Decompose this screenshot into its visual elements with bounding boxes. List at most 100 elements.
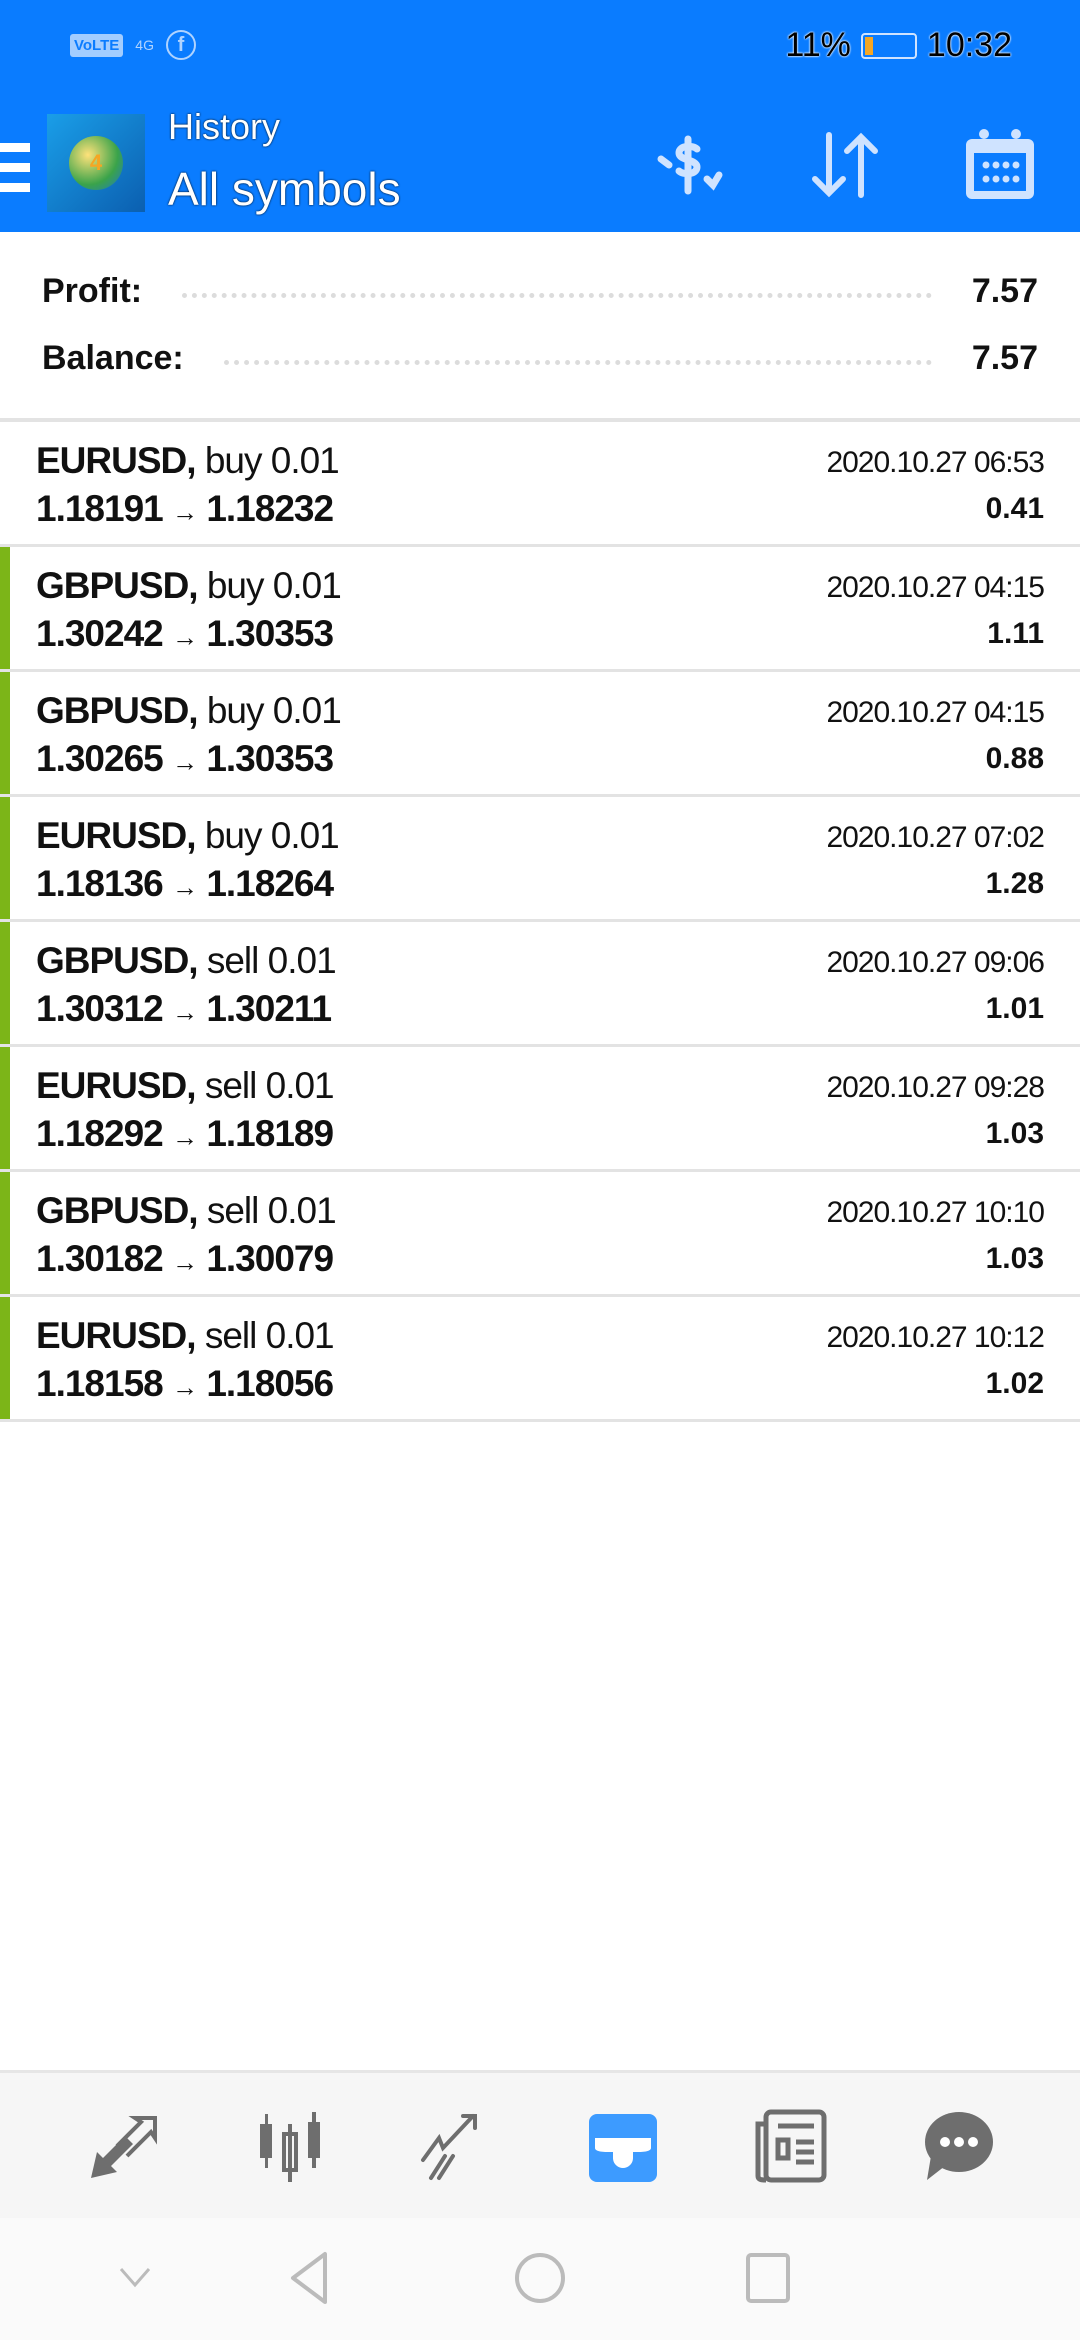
mt4-logo: 4 (47, 114, 145, 212)
deal-row[interactable]: GBPUSD, sell 0.01 1.30182 → 1.30079 2020… (0, 1172, 1080, 1297)
deal-time: 2020.10.27 04:15 (826, 571, 1045, 604)
deal-side: sell 0.01 (206, 940, 337, 981)
hide-nav-icon[interactable] (105, 2248, 165, 2308)
profit-label: Profit: (42, 272, 143, 310)
symbol-name: GBPUSD, (36, 940, 199, 981)
deal-profit: 1.01 (985, 992, 1044, 1025)
arrow-icon: → (172, 622, 198, 652)
deal-side: buy 0.01 (206, 565, 342, 606)
news-icon[interactable] (745, 2101, 835, 2191)
deal-profit: 1.11 (987, 617, 1044, 650)
app-header: VoLTE 4G f 11% 10:32 4 History All symbo… (0, 0, 1080, 232)
arrow-icon: → (172, 872, 198, 902)
deal-profit: 1.03 (985, 1117, 1044, 1150)
deal-profit: 1.02 (985, 1367, 1044, 1400)
history-icon[interactable] (578, 2101, 668, 2191)
deal-time: 2020.10.27 10:10 (826, 1196, 1045, 1229)
balance-value: 7.57 (971, 339, 1038, 377)
close-price: 1.30079 (206, 1238, 334, 1279)
arrow-icon: → (172, 997, 198, 1027)
deal-symbol: EURUSD, sell 0.01 (36, 1065, 335, 1107)
quotes-icon[interactable] (78, 2101, 168, 2191)
open-price: 1.18191 (36, 488, 164, 529)
deal-time: 2020.10.27 09:28 (826, 1071, 1045, 1104)
deal-symbol: EURUSD, buy 0.01 (36, 815, 340, 857)
battery-percent: 11% (785, 26, 851, 64)
deal-time: 2020.10.27 10:12 (826, 1321, 1045, 1354)
deal-row[interactable]: GBPUSD, buy 0.01 1.30265 → 1.30353 2020.… (0, 672, 1080, 797)
deal-row[interactable]: EURUSD, sell 0.01 1.18158 → 1.18056 2020… (0, 1297, 1080, 1422)
arrow-icon: → (172, 1372, 198, 1402)
deal-prices: 1.18158 → 1.18056 (36, 1363, 334, 1405)
deal-symbol: GBPUSD, sell 0.01 (36, 940, 337, 982)
recents-icon[interactable] (738, 2248, 798, 2308)
arrow-icon: → (172, 1247, 198, 1277)
deal-prices: 1.18136 → 1.18264 (36, 863, 334, 905)
deal-prices: 1.30312 → 1.30211 (36, 988, 332, 1030)
deal-symbol: GBPUSD, sell 0.01 (36, 1190, 337, 1232)
open-price: 1.30242 (36, 613, 164, 654)
deal-row[interactable]: GBPUSD, buy 0.01 1.30242 → 1.30353 2020.… (0, 547, 1080, 672)
close-price: 1.18056 (206, 1363, 334, 1404)
close-price: 1.18189 (206, 1113, 334, 1154)
symbol-name: GBPUSD, (36, 565, 199, 606)
currency-exchange-icon[interactable] (644, 120, 734, 210)
deal-side: buy 0.01 (206, 690, 342, 731)
deal-prices: 1.18191 → 1.18232 (36, 488, 334, 530)
deal-time: 2020.10.27 06:53 (826, 446, 1045, 479)
back-icon[interactable] (280, 2248, 340, 2308)
deal-symbol: GBPUSD, buy 0.01 (36, 565, 342, 607)
close-price: 1.30353 (206, 613, 334, 654)
deal-side: sell 0.01 (204, 1065, 335, 1106)
deal-profit: 1.28 (985, 867, 1044, 900)
summary-panel: Profit: 7.57 Balance: 7.57 (0, 232, 1080, 420)
signal-icon: 4G (135, 36, 154, 53)
home-icon[interactable] (510, 2248, 570, 2308)
sort-icon[interactable] (800, 120, 890, 210)
symbol-filter[interactable]: All symbols (168, 163, 401, 215)
symbol-name: EURUSD, (36, 440, 197, 481)
open-price: 1.18136 (36, 863, 164, 904)
volte-icon: VoLTE (70, 33, 124, 57)
battery-icon (860, 32, 917, 59)
close-price: 1.18232 (206, 488, 334, 529)
symbol-name: EURUSD, (36, 1315, 197, 1356)
deal-side: buy 0.01 (204, 815, 340, 856)
menu-icon[interactable] (0, 143, 30, 203)
arrow-icon: → (172, 497, 198, 527)
trade-icon[interactable] (412, 2101, 502, 2191)
deal-row[interactable]: EURUSD, buy 0.01 1.18136 → 1.18264 2020.… (0, 797, 1080, 922)
open-price: 1.30265 (36, 738, 164, 779)
divider (0, 418, 1080, 422)
deal-side: sell 0.01 (204, 1315, 335, 1356)
deal-profit: 0.88 (985, 742, 1044, 775)
page-title: History (168, 106, 281, 147)
deal-prices: 1.18292 → 1.18189 (36, 1113, 334, 1155)
dot-leader (182, 293, 932, 298)
deal-row[interactable]: EURUSD, sell 0.01 1.18292 → 1.18189 2020… (0, 1047, 1080, 1172)
deal-list: EURUSD, buy 0.01 1.18191 → 1.18232 2020.… (0, 422, 1080, 1422)
symbol-name: GBPUSD, (36, 1190, 199, 1231)
clock: 10:32 (926, 26, 1012, 64)
close-price: 1.18264 (206, 863, 334, 904)
chart-icon[interactable] (245, 2101, 335, 2191)
close-price: 1.30211 (206, 988, 332, 1029)
deal-profit: 1.03 (985, 1242, 1044, 1275)
open-price: 1.30182 (36, 1238, 164, 1279)
open-price: 1.18292 (36, 1113, 164, 1154)
deal-symbol: EURUSD, sell 0.01 (36, 1315, 335, 1357)
dot-leader (223, 360, 932, 365)
deal-time: 2020.10.27 09:06 (826, 946, 1045, 979)
deal-symbol: GBPUSD, buy 0.01 (36, 690, 342, 732)
symbol-name: EURUSD, (36, 815, 197, 856)
calendar-icon[interactable] (955, 120, 1045, 210)
deal-row[interactable]: EURUSD, buy 0.01 1.18191 → 1.18232 2020.… (0, 422, 1080, 547)
deal-row[interactable]: GBPUSD, sell 0.01 1.30312 → 1.30211 2020… (0, 922, 1080, 1047)
open-price: 1.30312 (36, 988, 164, 1029)
symbol-name: EURUSD, (36, 1065, 197, 1106)
deal-prices: 1.30182 → 1.30079 (36, 1238, 334, 1280)
arrow-icon: → (172, 747, 198, 777)
deal-side: sell 0.01 (206, 1190, 337, 1231)
system-nav-bar (0, 2218, 1080, 2340)
chat-icon[interactable] (912, 2101, 1002, 2191)
